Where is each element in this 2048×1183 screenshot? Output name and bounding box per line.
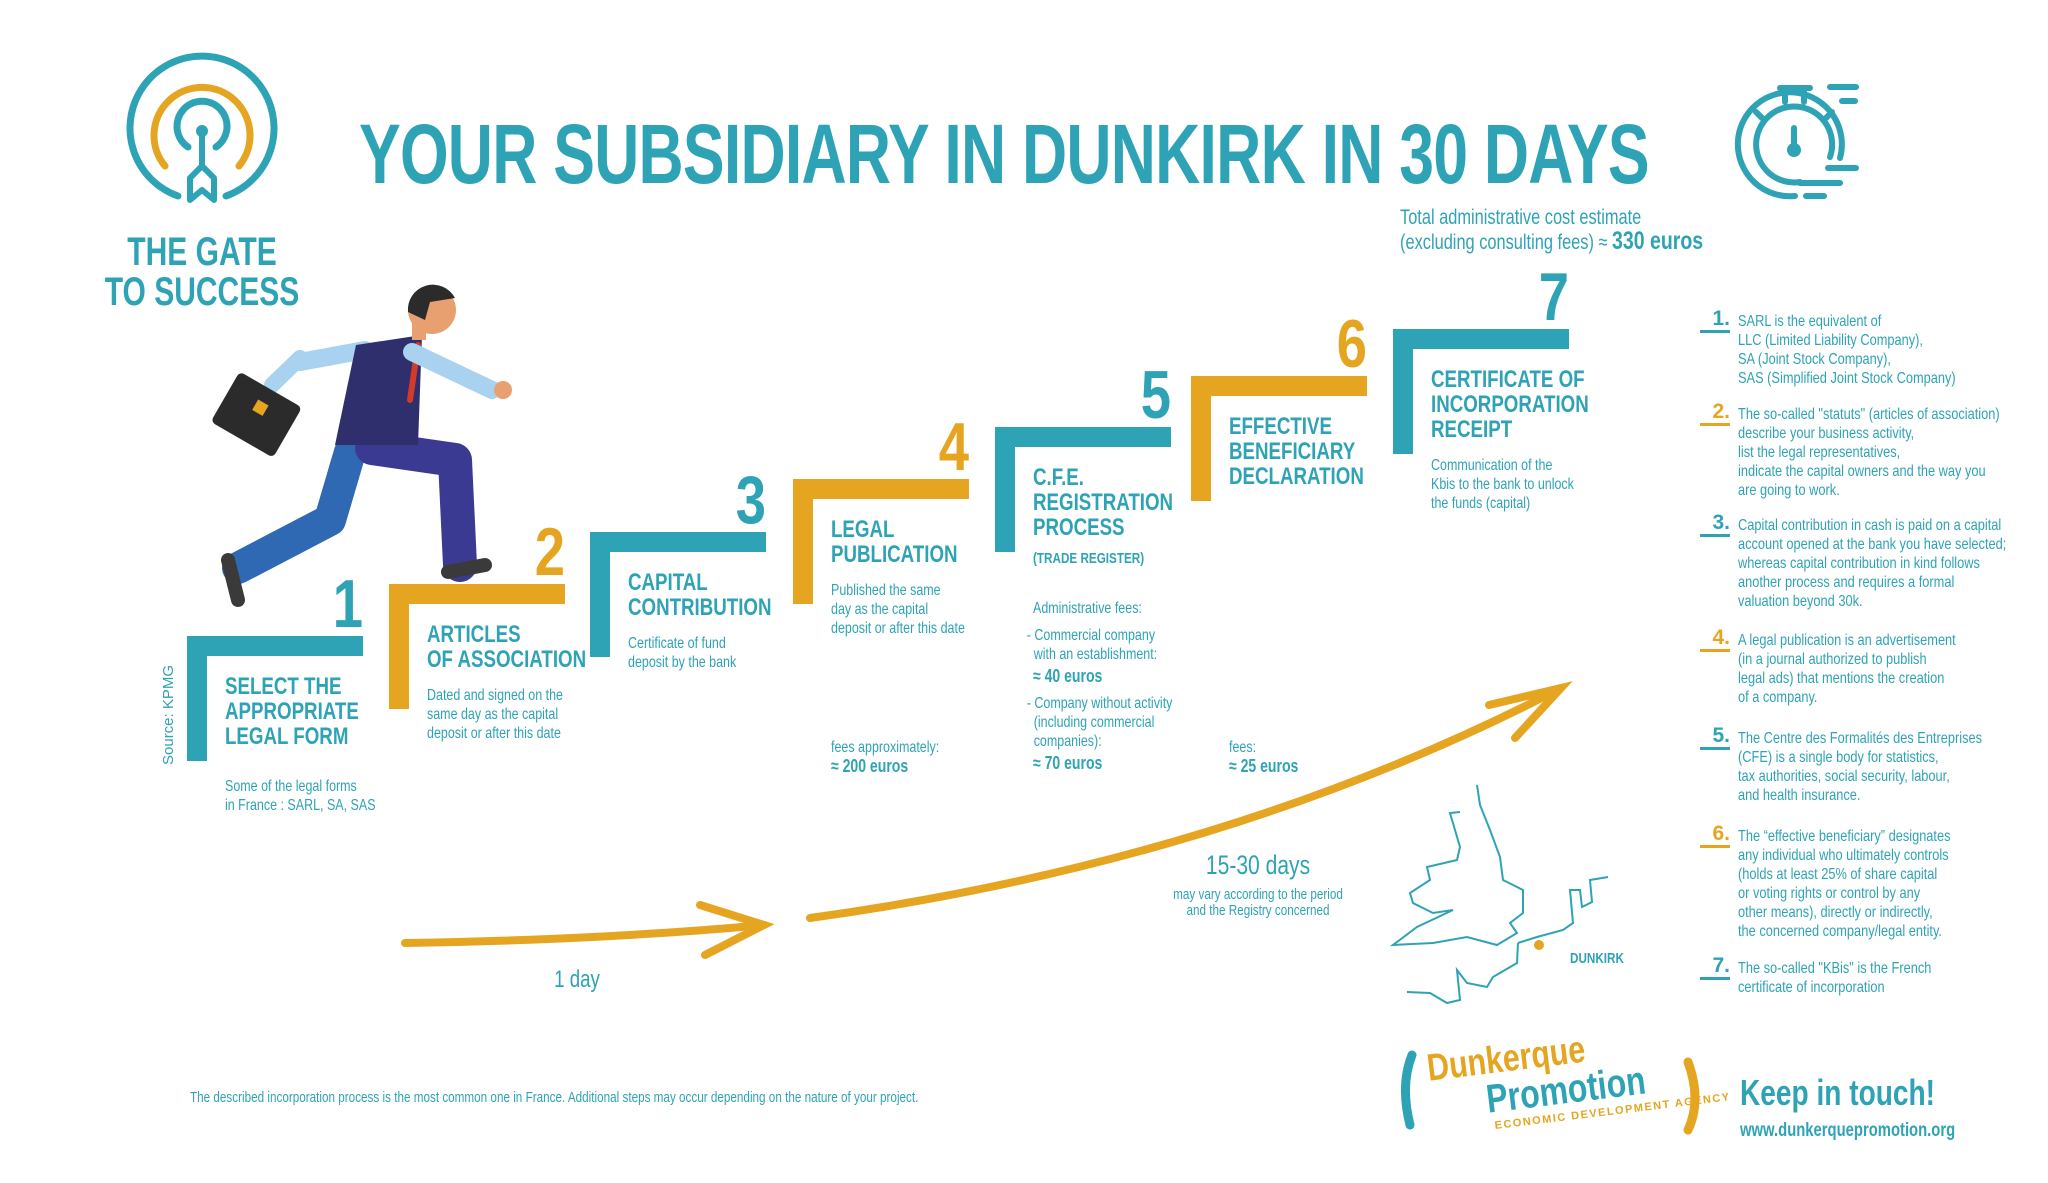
step-text: LEGAL PUBLICATION Published the same day … — [831, 517, 1018, 638]
fees-heading: Administrative fees: — [1033, 600, 1142, 617]
fees-label: fees: — [1229, 739, 1257, 756]
note-number: 4. — [1700, 627, 1730, 652]
step-number: 7 — [1538, 259, 1569, 335]
step-bracket-side — [1191, 376, 1211, 501]
step-description: Some of the legal forms in France : SARL… — [225, 778, 376, 814]
step-bracket-top — [389, 584, 565, 604]
stopwatch-icon — [1734, 84, 1859, 200]
step-title: CAPITAL CONTRIBUTION — [628, 569, 772, 621]
step-text: CERTIFICATE OF INCORPORATION RECEIPT Comm… — [1431, 367, 1618, 513]
fee-value: ≈ 70 euros — [1033, 753, 1103, 773]
note-text: The “effective beneficiary” designates a… — [1738, 828, 1951, 940]
step-bracket-side — [793, 479, 813, 604]
step-fees: fees approximately: ≈ 200 euros — [831, 738, 939, 777]
map-city-label: DUNKIRK — [1570, 950, 1624, 967]
dunkirk-marker — [1534, 940, 1544, 950]
note-number: 7. — [1700, 955, 1730, 980]
step-number: 2 — [534, 514, 565, 590]
step-bracket-top — [1393, 329, 1569, 349]
step-title: EFFECTIVE BENEFICIARY DECLARATION — [1229, 413, 1364, 490]
step-subtitle: (TRADE REGISTER) — [1033, 550, 1145, 567]
step-bracket-top — [793, 479, 969, 499]
fee-item: - Commercial company with an establishme… — [1027, 626, 1220, 686]
step-title: SELECT THE APPROPRIATE LEGAL FORM — [225, 673, 359, 750]
step-number: 1 — [332, 566, 363, 642]
note-number: 5. — [1700, 725, 1730, 750]
briefcase-icon — [212, 373, 301, 456]
step-number: 5 — [1140, 357, 1171, 433]
step-number: 6 — [1336, 306, 1367, 382]
timeline-arrow-long — [806, 681, 1573, 922]
note-number: 6. — [1700, 823, 1730, 848]
brand-line: TO SUCCESS — [104, 270, 300, 314]
step-bracket-top — [1191, 376, 1367, 396]
step-number: 4 — [938, 409, 969, 485]
step-title: LEGAL PUBLICATION — [831, 516, 958, 568]
step-description: Communication of the Kbis to the bank to… — [1431, 457, 1574, 512]
note-text: SARL is the equivalent of LLC (Limited L… — [1738, 313, 1956, 387]
step-description: Certificate of fund deposit by the bank — [628, 635, 737, 671]
brand-line: THE GATE — [127, 230, 277, 274]
contact-heading: Keep in touch! — [1740, 1072, 1935, 1113]
source-credit: Source: KPMG — [160, 664, 177, 765]
step-text: SELECT THE APPROPRIATE LEGAL FORM Some of… — [225, 674, 412, 815]
step-number: 3 — [735, 462, 766, 538]
step-bracket-top — [995, 427, 1171, 447]
timeline-long-label: 15-30 days — [1205, 850, 1311, 880]
fee-label: - Commercial company with an establishme… — [1026, 627, 1158, 663]
channel-map — [1389, 784, 1609, 1005]
fee-label: - Company without activity (including co… — [1026, 695, 1173, 750]
note-text: The so-called "statuts" (articles of ass… — [1738, 406, 2000, 499]
step-bracket-side — [187, 636, 207, 761]
timeline-short-label: 1 day — [554, 966, 600, 993]
step-description: Published the same day as the capital de… — [831, 582, 965, 637]
running-businessman-illustration — [212, 284, 512, 607]
brand-tagline: THE GATE TO SUCCESS — [105, 232, 300, 312]
cost-label: (excluding consulting fees) ≈ — [1400, 231, 1608, 254]
step-text: C.F.E. REGISTRATION PROCESS (TRADE REGIST… — [1027, 464, 1220, 773]
step-fees: fees: ≈ 25 euros — [1229, 738, 1298, 777]
step-fees: Administrative fees: - Commercial company… — [1027, 599, 1220, 773]
step-description: Dated and signed on the same day as the … — [427, 687, 564, 742]
fee-item: - Company without activity (including co… — [1027, 694, 1220, 773]
step-title: ARTICLES OF ASSOCIATION — [427, 621, 587, 673]
cost-value: 330 euros — [1612, 227, 1704, 255]
fees-value: ≈ 200 euros — [831, 756, 909, 776]
footer-note: The described incorporation process is t… — [190, 1089, 919, 1106]
step-text: EFFECTIVE BENEFICIARY DECLARATION — [1229, 414, 1416, 489]
note-number: 2. — [1700, 401, 1730, 426]
target-arrow-logo — [126, 52, 278, 203]
step-bracket-top — [590, 532, 766, 552]
note-number: 1. — [1700, 308, 1730, 333]
step-bracket-side — [1393, 329, 1413, 454]
timeline-long-note: may vary according to the period and the… — [1173, 886, 1343, 919]
fee-value: ≈ 40 euros — [1033, 666, 1103, 686]
dunkerque-promotion-logo — [1400, 1050, 1700, 1135]
timeline-arrow-short — [401, 901, 775, 959]
step-text: ARTICLES OF ASSOCIATION Dated and signed … — [427, 622, 614, 743]
page-title: YOUR SUBSIDIARY IN DUNKIRK IN 30 DAYS — [359, 107, 1650, 201]
note-text: A legal publication is an advertisement … — [1738, 632, 1956, 706]
note-text: The so-called "KBis" is the French certi… — [1738, 960, 1932, 996]
fees-label: fees approximately: — [831, 739, 940, 756]
step-title: C.F.E. REGISTRATION PROCESS — [1033, 464, 1174, 541]
cost-estimate: Total administrative cost estimate (excl… — [1400, 206, 1703, 254]
note-text: The Centre des Formalités des Entreprise… — [1738, 730, 1983, 804]
note-text: Capital contribution in cash is paid on … — [1738, 517, 2007, 610]
note-number: 3. — [1700, 512, 1730, 537]
step-title: CERTIFICATE OF INCORPORATION RECEIPT — [1431, 366, 1589, 443]
step-bracket-side — [590, 532, 610, 657]
step-text: CAPITAL CONTRIBUTION Certificate of fund … — [628, 570, 815, 672]
step-bracket-side — [389, 584, 409, 709]
contact-url-link[interactable]: www.dunkerquepromotion.org — [1740, 1120, 1956, 1141]
cost-label: Total administrative cost estimate — [1400, 206, 1642, 229]
step-bracket-side — [995, 427, 1015, 552]
fees-value: ≈ 25 euros — [1229, 756, 1299, 776]
step-bracket-top — [187, 636, 363, 656]
